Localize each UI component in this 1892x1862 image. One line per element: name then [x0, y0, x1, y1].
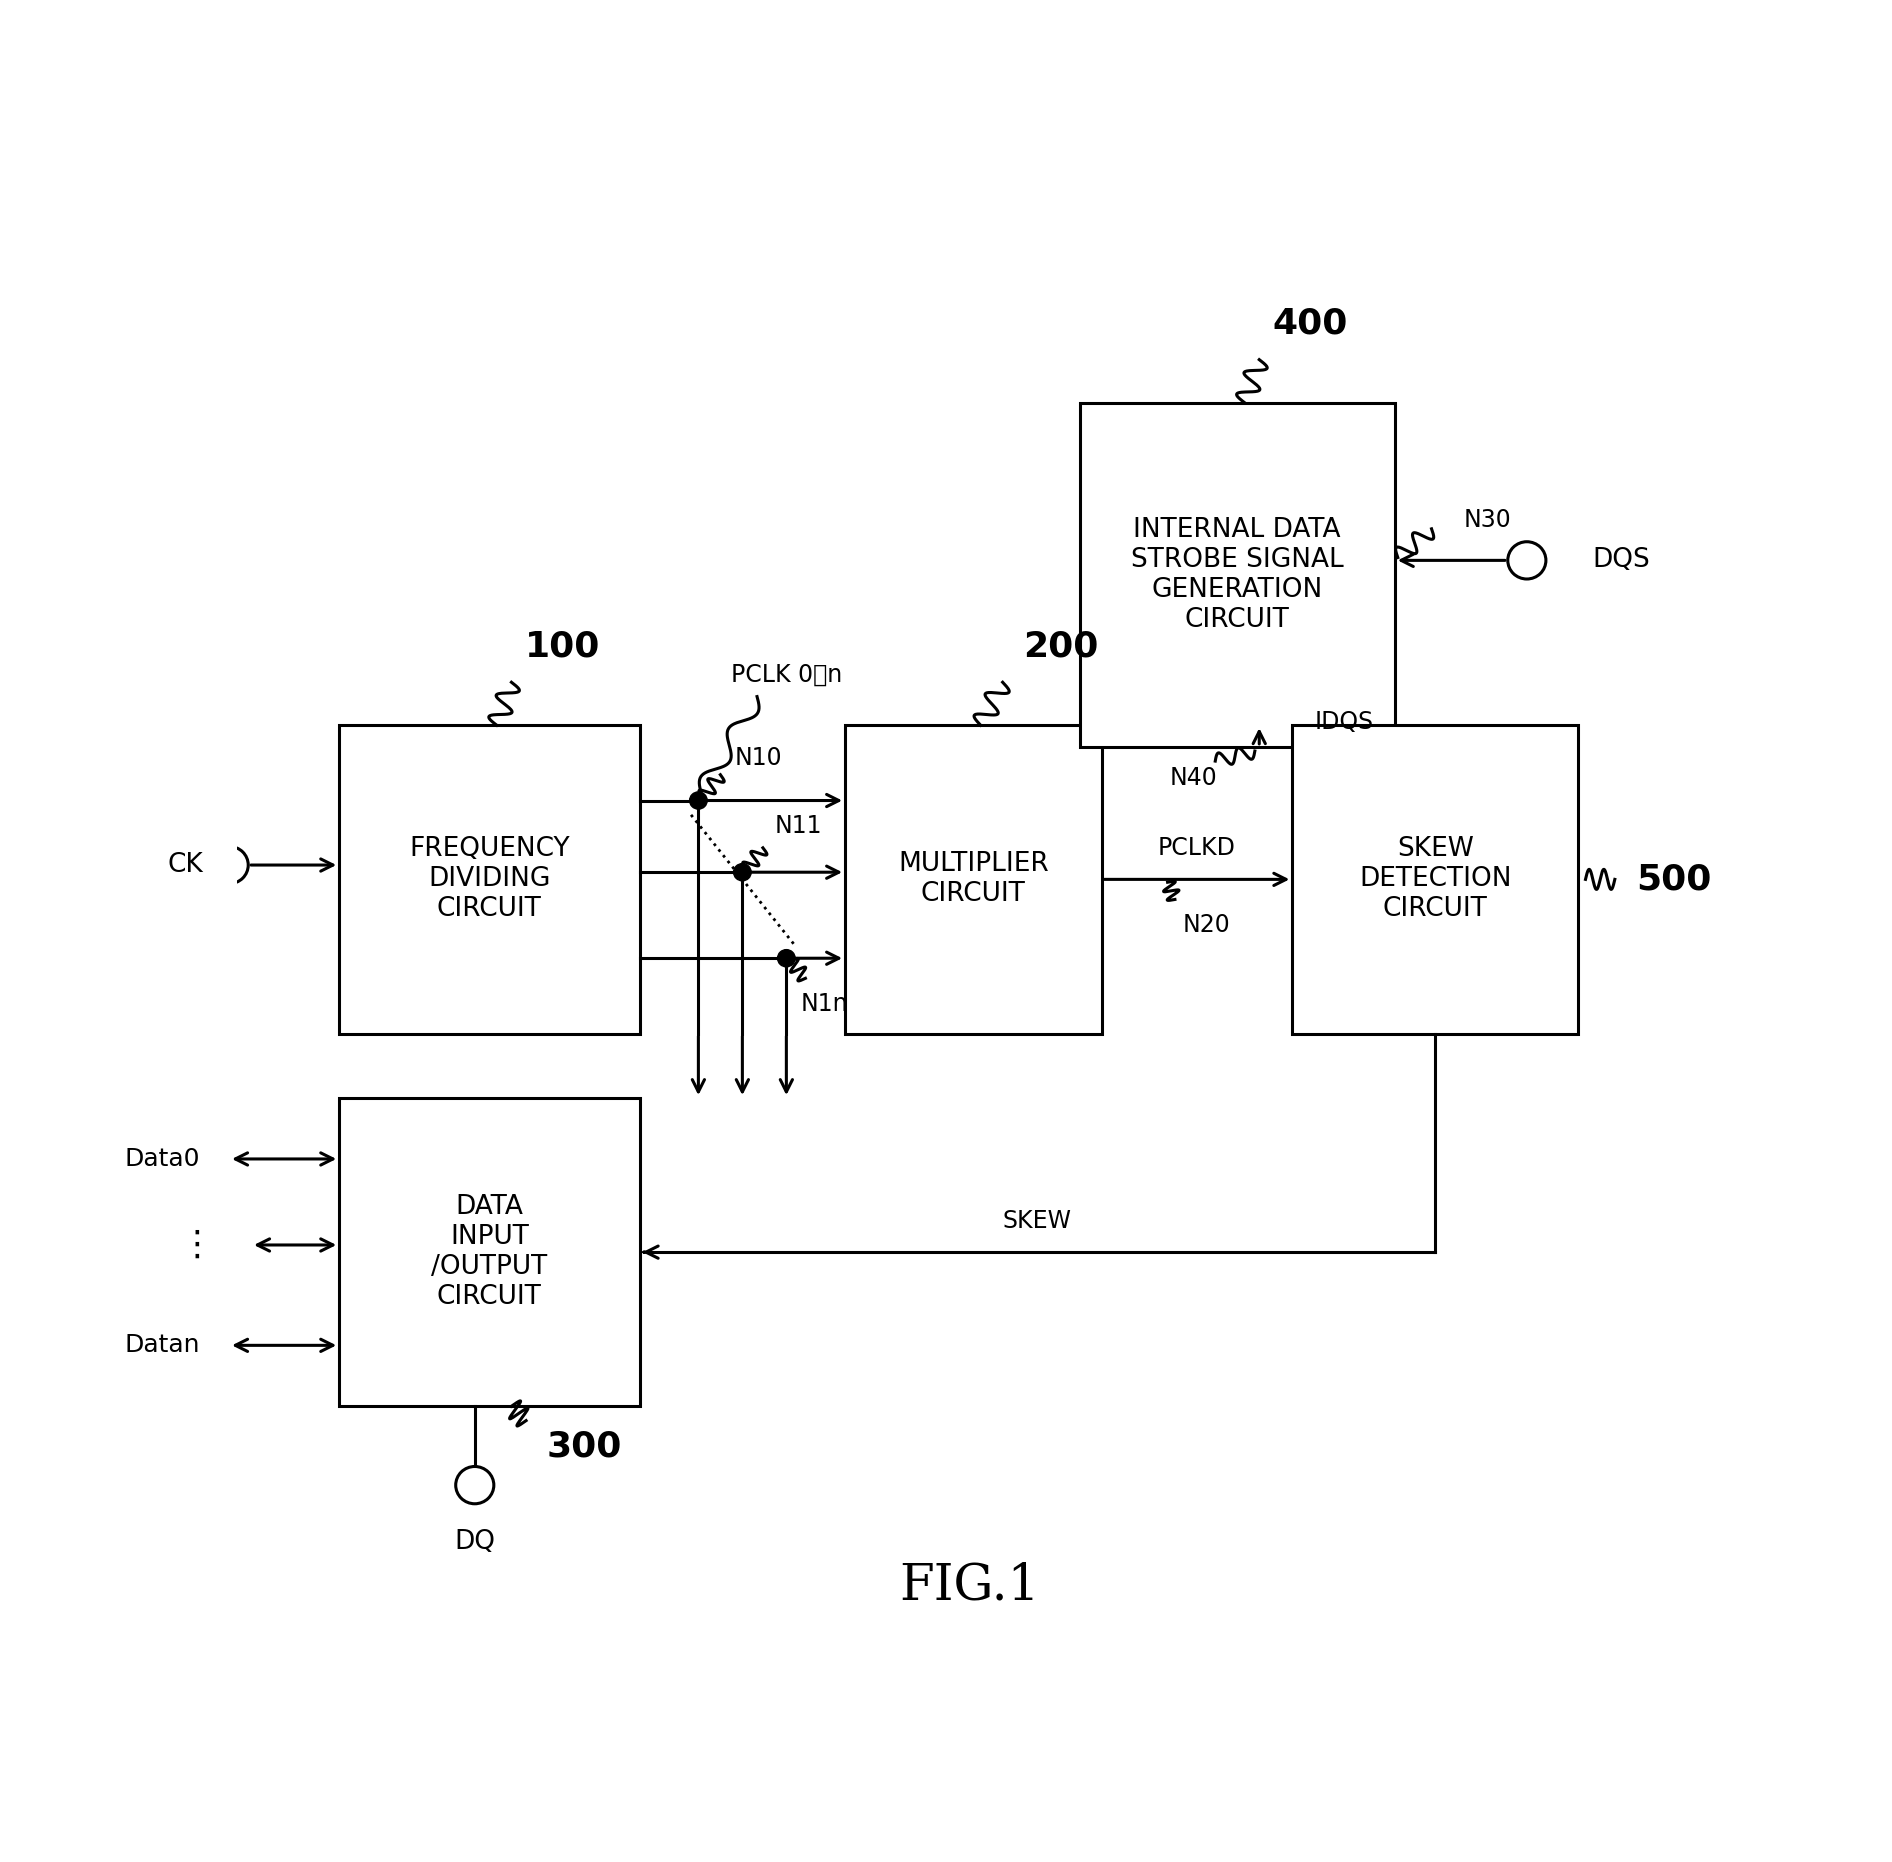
Text: DQS: DQS — [1593, 547, 1650, 573]
Text: SKEW
DETECTION
CIRCUIT: SKEW DETECTION CIRCUIT — [1358, 836, 1512, 922]
Text: N10: N10 — [734, 745, 783, 769]
Text: N1n: N1n — [800, 992, 850, 1017]
Circle shape — [689, 791, 708, 810]
Bar — [1080, 402, 1394, 747]
Text: PCLK 0～n: PCLK 0～n — [730, 663, 842, 687]
Text: Data0: Data0 — [125, 1147, 201, 1171]
Circle shape — [1508, 542, 1546, 579]
Text: 100: 100 — [526, 629, 600, 663]
Circle shape — [456, 1467, 494, 1504]
Text: SKEW: SKEW — [1003, 1208, 1073, 1233]
Text: FIG.1: FIG.1 — [899, 1560, 1041, 1611]
Bar — [339, 726, 639, 1033]
Text: DQ: DQ — [454, 1529, 496, 1555]
Text: DATA
INPUT
/OUTPUT
CIRCUIT: DATA INPUT /OUTPUT CIRCUIT — [431, 1194, 547, 1311]
Text: MULTIPLIER
CIRCUIT: MULTIPLIER CIRCUIT — [899, 851, 1048, 907]
Text: N11: N11 — [774, 814, 823, 838]
Circle shape — [778, 950, 795, 966]
Text: ⋮: ⋮ — [180, 1227, 214, 1262]
Text: PCLKD: PCLKD — [1158, 836, 1235, 860]
Text: INTERNAL DATA
STROBE SIGNAL
GENERATION
CIRCUIT: INTERNAL DATA STROBE SIGNAL GENERATION C… — [1131, 518, 1343, 633]
Text: Datan: Datan — [125, 1333, 201, 1357]
Text: IDQS: IDQS — [1315, 709, 1374, 734]
Text: N20: N20 — [1182, 912, 1230, 937]
Text: N30: N30 — [1464, 508, 1512, 533]
Text: 500: 500 — [1637, 862, 1710, 896]
Bar — [1292, 726, 1578, 1033]
Bar — [339, 1099, 639, 1406]
Text: 200: 200 — [1024, 629, 1099, 663]
Text: 400: 400 — [1273, 307, 1349, 341]
Circle shape — [210, 847, 248, 884]
Bar — [846, 726, 1101, 1033]
Circle shape — [734, 864, 751, 881]
Text: 300: 300 — [547, 1430, 622, 1464]
Text: FREQUENCY
DIVIDING
CIRCUIT: FREQUENCY DIVIDING CIRCUIT — [409, 836, 569, 922]
Text: N40: N40 — [1169, 767, 1217, 789]
Text: CK: CK — [166, 853, 202, 879]
